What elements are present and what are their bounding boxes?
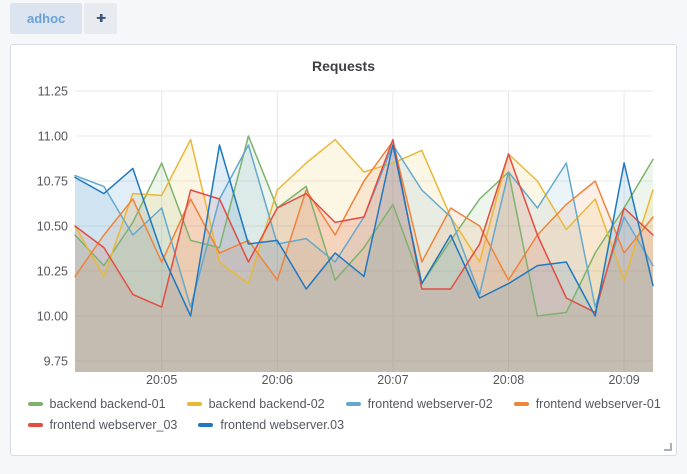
requests-panel: Requests 9.75 10.00 10.25 10.50 10.75 11.00 11… (10, 44, 677, 456)
series-fills (75, 136, 653, 372)
legend-label: frontend webserver-02 (367, 397, 493, 411)
panel-title: Requests (311, 58, 376, 74)
legend-label: backend backend-02 (208, 397, 325, 411)
axis-labels: 9.75 10.00 10.25 10.50 10.75 11.00 11.25 20:05 2… (37, 85, 640, 388)
x-tick-label: 20:05 (146, 373, 177, 387)
legend-swatch-icon (186, 402, 202, 406)
series-line-0[interactable] (74, 135, 654, 317)
legend-label: frontend webserver.03 (220, 418, 345, 432)
y-tick-label: 10.50 (37, 220, 68, 234)
legend-label: backend backend-01 (49, 397, 166, 411)
y-tick-label: 10.00 (37, 310, 68, 324)
series-fill-0 (75, 136, 653, 372)
legend-row: frontend webserver_03 frontend webserver.… (27, 418, 660, 432)
add-tab-button[interactable]: + (84, 3, 118, 34)
series-fill-1 (75, 139, 653, 372)
legend-swatch-icon (27, 423, 43, 427)
tab-adhoc-label: adhoc (27, 11, 66, 26)
series-fill-3 (75, 141, 653, 372)
series-line-3[interactable] (74, 140, 654, 281)
x-tick-label: 20:06 (262, 373, 293, 387)
y-tick-label: 11.25 (38, 85, 68, 99)
legend-label: frontend webserver_03 (49, 418, 178, 432)
y-tick-label: 10.25 (37, 265, 68, 279)
legend-swatch-icon (345, 402, 361, 406)
plus-icon: + (96, 9, 106, 27)
legend-item[interactable]: backend backend-02 (186, 397, 325, 411)
legend-swatch-icon (198, 423, 214, 427)
legend-item[interactable]: backend backend-01 (27, 397, 166, 411)
y-tick-label: 10.75 (37, 175, 68, 189)
x-tick-label: 20:07 (377, 373, 408, 387)
series-line-1[interactable] (74, 138, 654, 285)
series-fill-4 (75, 139, 653, 372)
legend-label: frontend webserver-01 (535, 397, 661, 411)
series-lines (74, 135, 654, 317)
legend-swatch-icon (513, 402, 529, 406)
panel-resize-handle[interactable] (664, 443, 672, 451)
tab-adhoc[interactable]: adhoc (10, 3, 83, 34)
y-tick-label: 9.75 (44, 355, 68, 369)
chart-canvas[interactable]: 9.75 10.00 10.25 10.50 10.75 11.00 11.25 20:05 2… (22, 82, 685, 388)
tab-bar: adhoc + (0, 0, 687, 35)
y-tick-label: 11.00 (38, 130, 68, 144)
legend-item[interactable]: frontend webserver_03 (27, 418, 178, 432)
series-line-5[interactable] (74, 144, 654, 317)
legend-item[interactable]: frontend webserver-01 (513, 397, 661, 411)
chart-legend: backend backend-01 backend backend-02 fron… (27, 397, 661, 432)
requests-chart[interactable]: 9.75 10.00 10.25 10.50 10.75 11.00 11.25 20:05 2… (22, 82, 685, 388)
x-tick-label: 20:08 (493, 373, 524, 387)
series-line-4[interactable] (74, 138, 654, 314)
legend-item[interactable]: frontend webserver.03 (198, 418, 344, 432)
legend-item[interactable]: frontend webserver-02 (345, 397, 493, 411)
legend-row: backend backend-01 backend backend-02 fron… (27, 397, 661, 411)
x-tick-label: 20:09 (608, 373, 639, 387)
legend-swatch-icon (27, 402, 43, 406)
